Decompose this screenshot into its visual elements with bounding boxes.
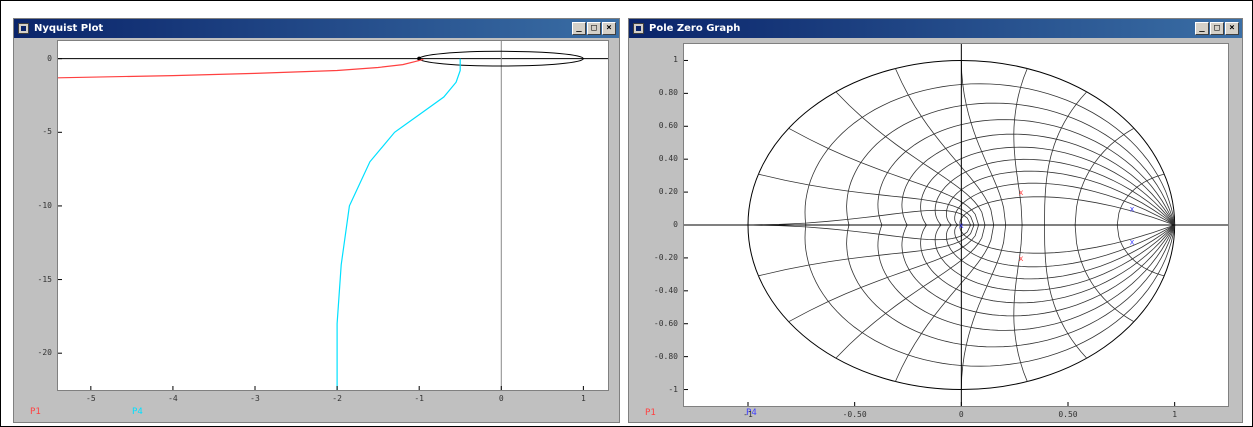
window-title: Nyquist Plot [34, 23, 104, 34]
x-tick-label: -1 [743, 410, 753, 419]
frequency-curve [1074, 127, 1135, 226]
frequency-curve [1074, 224, 1135, 323]
y-tick-label: -20 [37, 348, 52, 358]
frequency-curve [895, 68, 995, 226]
frequency-curve [1116, 224, 1165, 277]
maximize-button[interactable]: □ [587, 22, 601, 35]
app-icon [633, 23, 644, 34]
y-tick-label: 0.40 [658, 154, 678, 164]
y-tick-label: 0.60 [658, 121, 678, 131]
pole-marker-p1: x [1019, 188, 1024, 197]
x-tick-label: -3 [250, 394, 260, 403]
pole-marker-p4: x [959, 221, 964, 230]
nyquist-chart [57, 41, 608, 390]
damping-curve [804, 83, 1176, 226]
y-tick-label: -0.20 [653, 252, 678, 262]
damping-curve [846, 224, 1176, 348]
frequency-curve [747, 224, 971, 241]
series-line-p4 [336, 58, 461, 390]
legend-p1: P1 [645, 408, 656, 418]
frequency-curve [960, 60, 1007, 226]
polezero-chart: x x x x x [684, 44, 1228, 406]
damping-curve [959, 224, 1175, 254]
frequency-curve [960, 224, 1007, 390]
x-tick-label: -2 [332, 394, 342, 403]
minimize-button[interactable]: _ [1195, 22, 1209, 35]
x-tick-label: 0.50 [1058, 410, 1078, 419]
x-tick-label: -5 [86, 394, 96, 403]
damping-curve [959, 196, 1175, 226]
nyquist-plot-area[interactable] [57, 40, 609, 391]
x-tick-label: 0 [958, 410, 964, 419]
y-tick-label: 1 [673, 55, 678, 65]
frequency-curve [747, 209, 971, 226]
damping-curve [934, 158, 1175, 226]
y-tick-label: 0.80 [658, 88, 678, 98]
x-tick-label: -0.50 [842, 410, 867, 419]
frequency-curve [1044, 91, 1087, 226]
pole-marker-p1: x [1019, 254, 1024, 263]
damping-curve [954, 182, 1175, 226]
x-tick-label: 1 [1172, 410, 1178, 419]
polezero-plot-area[interactable]: x x x x x [683, 43, 1229, 407]
x-tick-label: -1 [414, 394, 424, 403]
legend-p4: P4 [746, 408, 757, 418]
close-button[interactable]: × [602, 22, 616, 35]
x-tick-label: 1 [580, 394, 586, 403]
y-tick-label: -0.80 [653, 351, 678, 361]
close-button[interactable]: × [1225, 22, 1239, 35]
pole-marker-p4: x [1130, 237, 1135, 246]
x-tick-label: -4 [168, 394, 178, 403]
frequency-curve [835, 224, 986, 359]
frequency-curve [835, 91, 986, 226]
frequency-curve [895, 224, 995, 382]
damping-curve [846, 102, 1176, 226]
frequency-curve [1013, 224, 1028, 382]
polezero-window: Pole Zero Graph _ □ × x x x x x P1 P4 [628, 18, 1243, 423]
legend-p4: P4 [132, 407, 143, 417]
z-plane-grid [747, 60, 1176, 390]
y-tick-label: -1 [668, 384, 678, 394]
maximize-button[interactable]: □ [1210, 22, 1224, 35]
y-tick-label: -0.60 [653, 318, 678, 328]
damping-curve [954, 224, 1175, 268]
nyquist-titlebar[interactable]: Nyquist Plot _ □ × [14, 19, 619, 38]
x-tick-label: 0 [498, 394, 504, 403]
minimize-button[interactable]: _ [572, 22, 586, 35]
frequency-curve [1116, 173, 1165, 226]
frequency-curve [1013, 68, 1028, 226]
damping-curve [934, 224, 1175, 292]
polezero-titlebar[interactable]: Pole Zero Graph _ □ × [629, 19, 1242, 38]
app-icon [18, 23, 29, 34]
legend-p1: P1 [30, 407, 41, 417]
y-tick-label: -15 [37, 274, 52, 284]
frequency-curve [788, 127, 979, 226]
pole-marker-p4: x [1130, 205, 1135, 214]
frequency-curve [1044, 224, 1087, 359]
y-tick-label: -10 [37, 200, 52, 210]
y-tick-label: 0.20 [658, 187, 678, 197]
frequency-curve [788, 224, 979, 323]
series-line-p1 [57, 58, 424, 79]
nyquist-window: Nyquist Plot _ □ × P1 P4 [13, 18, 620, 423]
damping-curve [804, 224, 1176, 367]
window-title: Pole Zero Graph [649, 23, 741, 34]
y-tick-label: 0 [47, 53, 52, 63]
y-tick-label: -5 [42, 127, 52, 137]
y-tick-label: -0.40 [653, 285, 678, 295]
y-tick-label: 0 [673, 220, 678, 229]
